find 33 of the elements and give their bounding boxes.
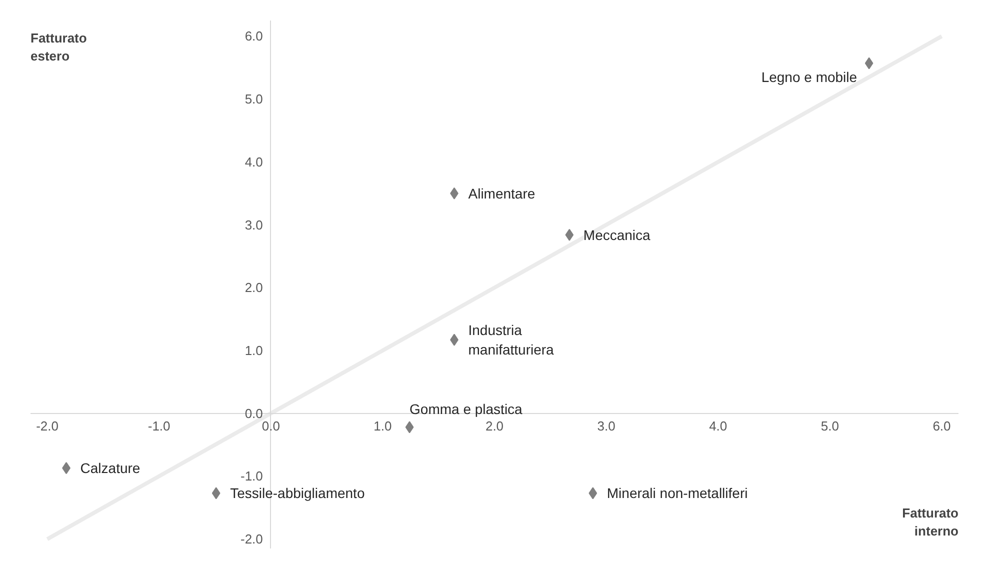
x-tick-label: 6.0 [932, 418, 951, 434]
x-tick-label: 5.0 [820, 418, 839, 434]
annotation: Minerali non-metalliferi [606, 485, 748, 502]
annotation: Meccanica [583, 226, 651, 243]
annotation: Industria manifatturiera [468, 322, 554, 358]
x-axis-title: Fatturato interno [902, 506, 959, 538]
y-tick-label: 0.0 [244, 406, 263, 421]
annotation: Tessile-abbigliamento [230, 485, 365, 502]
x-tick-label: -2.0 [36, 418, 58, 434]
y-tick-label: 6.0 [244, 28, 263, 44]
y-tick-label: 5.0 [244, 92, 263, 107]
x-tick-label: 1.0 [374, 418, 392, 434]
y-tick-label: 1.0 [244, 343, 263, 358]
point [565, 228, 574, 241]
x-tick-label: 4.0 [709, 418, 728, 434]
annotation: Alimentare [468, 185, 536, 202]
y-tick-label: 3.0 [244, 217, 263, 232]
annotation: Calzature [80, 460, 140, 476]
x-tick-label: -1.0 [148, 418, 170, 434]
point [864, 57, 874, 70]
point [405, 421, 414, 434]
x-tick-label: 2.0 [485, 418, 504, 434]
y-tick-label: 2.0 [244, 280, 263, 296]
point [212, 487, 220, 500]
point [588, 487, 598, 500]
x-tick-label: 3.0 [597, 418, 616, 434]
y-tick-label: -1.0 [240, 468, 263, 484]
x-tick-label: 0.0 [262, 418, 280, 434]
y-tick-label: 4.0 [244, 154, 263, 170]
y-tick-label: -2.0 [240, 532, 263, 547]
y-axis-title: Fatturato estero [30, 30, 87, 64]
annotation: Gomma e plastica [410, 401, 523, 418]
annotation: Legno e mobile [761, 69, 858, 86]
